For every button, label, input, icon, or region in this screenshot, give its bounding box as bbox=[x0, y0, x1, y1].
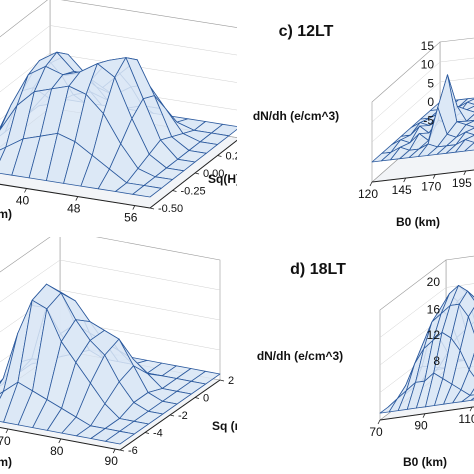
surface-cell bbox=[469, 388, 474, 396]
x-tick-label: 90 bbox=[105, 454, 119, 468]
y-tick-label: 0.25 bbox=[226, 151, 247, 163]
surface-cell bbox=[470, 397, 474, 401]
surface-cell bbox=[132, 185, 162, 198]
y-tick bbox=[144, 432, 150, 434]
z-tick-label: -5 bbox=[423, 113, 434, 127]
x-tick bbox=[469, 406, 473, 412]
surface-cell bbox=[464, 142, 474, 152]
z-tick-label: 8 bbox=[433, 354, 440, 368]
y-tick-label: -2 bbox=[178, 410, 188, 422]
x-tick-label: 195 bbox=[452, 176, 472, 190]
x-tick-label: 145 bbox=[392, 183, 412, 197]
x-tick bbox=[463, 170, 467, 176]
x-tick bbox=[24, 188, 27, 193]
x-tick bbox=[369, 181, 373, 187]
x-axis-label: B0 (km) bbox=[0, 455, 12, 469]
y-tick bbox=[172, 190, 177, 192]
x-tick bbox=[75, 196, 79, 201]
x-axis-line bbox=[0, 183, 151, 209]
x-axis-line bbox=[371, 169, 474, 183]
x-tick bbox=[432, 174, 436, 179]
y-tick-label: 2 bbox=[228, 375, 234, 387]
panel-1: 40 48 56 0.500.250.00 -0.25 -0.50 B0 (km) Sq(H)… bbox=[0, 0, 269, 225]
panel-3: 70 80 90 2 0 -2 -4 -6 B0 (km) Sq (nT) bbox=[0, 237, 253, 469]
x-tick bbox=[422, 413, 426, 418]
panel-title-d: d) 18LT bbox=[290, 261, 346, 278]
wall-gridline bbox=[59, 289, 221, 321]
y-tick-label: -0.50 bbox=[158, 203, 183, 215]
x-axis-line bbox=[379, 406, 474, 421]
x-tick bbox=[377, 419, 381, 425]
y-axis-label: Sq(H) (nT) bbox=[208, 172, 266, 186]
wall-gridline bbox=[59, 259, 221, 291]
z-tick-label: 20 bbox=[427, 275, 441, 289]
z-tick-label: 10 bbox=[421, 57, 435, 71]
y-tick-label: 0 bbox=[203, 393, 209, 405]
z-tick-label: 16 bbox=[427, 303, 441, 317]
x-axis-label: B0 (km) bbox=[403, 455, 447, 469]
x-tick-label: 90 bbox=[414, 419, 428, 433]
y-tick bbox=[149, 207, 155, 210]
x-tick-label: 70 bbox=[369, 425, 383, 439]
y-tick bbox=[217, 155, 222, 157]
x-tick bbox=[403, 177, 407, 183]
x-axis-label: B0 (km) bbox=[0, 207, 12, 221]
surface-cell bbox=[455, 139, 474, 153]
wall-gridline bbox=[371, 61, 441, 123]
y-tick bbox=[194, 172, 200, 175]
surface-cell bbox=[105, 430, 135, 445]
z-axis-label: dN/dh (e/cm^3) bbox=[253, 109, 339, 123]
wall-gridline bbox=[445, 283, 474, 288]
x-axis-label: B0 (km) bbox=[396, 215, 440, 229]
wall-gridline bbox=[439, 77, 474, 83]
y-tick-label: 0.00 bbox=[203, 168, 224, 180]
y-tick bbox=[240, 138, 244, 139]
z-axis-label: dN/dh (e/cm^3) bbox=[257, 349, 343, 363]
wall-gridline bbox=[0, 52, 51, 93]
y-tick-label: 0.50 bbox=[248, 133, 269, 145]
wall-gridline bbox=[0, 25, 51, 65]
panel-4: 70 90 110 20 16 12 8 B0 (km) dN/dh (e/cm^3) bbox=[257, 255, 474, 469]
wall-gridline bbox=[49, 52, 237, 83]
x-tick-label: 48 bbox=[67, 202, 81, 216]
x-tick bbox=[58, 438, 62, 444]
x-tick-label: 120 bbox=[358, 187, 378, 201]
x-tick-label: 170 bbox=[421, 180, 441, 194]
x-axis-line bbox=[0, 426, 121, 451]
y-tick bbox=[194, 397, 200, 399]
wall-gridline bbox=[439, 57, 474, 63]
x-tick bbox=[112, 448, 116, 454]
y-tick-label: -4 bbox=[153, 428, 163, 440]
y-axis-label: Sq (nT) bbox=[212, 419, 253, 433]
y-tick-label: -6 bbox=[128, 445, 138, 457]
x-tick bbox=[132, 205, 136, 210]
y-tick bbox=[169, 414, 175, 417]
wall-gridline bbox=[379, 287, 447, 338]
z-tick-label: 5 bbox=[427, 77, 434, 91]
wall-gridline bbox=[49, 25, 237, 56]
wall-gridline bbox=[0, 259, 61, 303]
y-tick bbox=[119, 449, 125, 452]
panel-2: 120 145 170 195 15 10 5 0 -5 B0 (km) dN/dh (e/cm^3… bbox=[253, 37, 474, 229]
x-tick bbox=[5, 428, 9, 434]
x-tick-label: 110 bbox=[458, 412, 474, 426]
z-tick-label: 15 bbox=[421, 39, 435, 53]
x-tick-label: 40 bbox=[16, 194, 30, 208]
wall-gridline bbox=[371, 81, 441, 143]
z-tick-label: 12 bbox=[427, 328, 441, 342]
y-tick bbox=[219, 379, 225, 382]
z-tick-label: 0 bbox=[427, 95, 434, 109]
x-tick-label: 70 bbox=[0, 434, 11, 448]
x-tick-label: 80 bbox=[50, 444, 64, 458]
panel-title-c: c) 12LT bbox=[279, 23, 334, 40]
y-tick-label: -0.25 bbox=[181, 186, 206, 198]
x-tick-label: 56 bbox=[124, 211, 138, 225]
